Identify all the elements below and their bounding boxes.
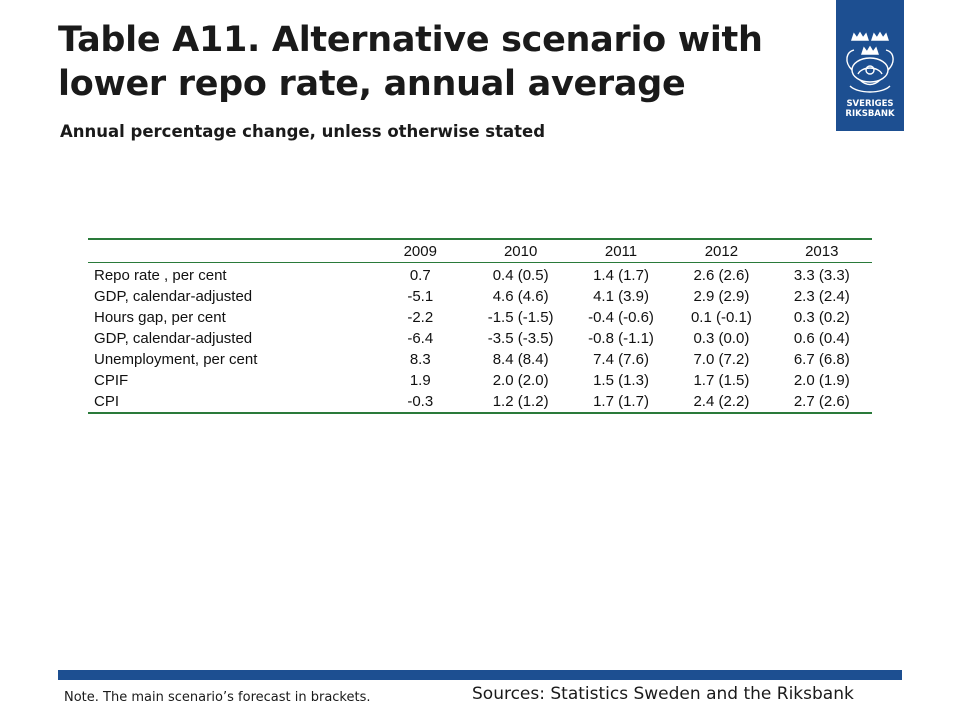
table-cell: 0.6 (0.4) [793,330,850,347]
table-cell: -2.2 [407,309,434,326]
page-title: Table A11. Alternative scenario with low… [58,18,818,106]
table-cell: 2.7 (2.6) [793,393,850,410]
page-subtitle: Annual percentage change, unless otherwi… [60,122,546,141]
table-cell: -0.3 [407,393,434,410]
column-header-2012: 2012 [671,239,772,263]
table-cell: 7.0 (7.2) [693,351,750,368]
row-label: CPIF [94,372,129,389]
row-label: Hours gap, per cent [94,309,226,326]
table-cell: 4.1 (3.9) [593,288,649,305]
row-label: GDP, calendar-adjusted [94,288,253,305]
table-cell: 3.3 (3.3) [793,267,850,284]
table-cell: 7.4 (7.6) [593,351,649,368]
table-cell: 2.0 (2.0) [492,372,549,389]
title-line-1: Table A11. Alternative scenario with [58,20,763,60]
table-row: Repo rate , per cent 0.7 0.4 (0.5) 1.4 (… [88,263,872,287]
crown-emblem-icon [846,31,894,93]
table-cell: 2.6 (2.6) [693,267,750,284]
row-label: Repo rate , per cent [94,267,227,284]
riksbank-logo: SVERIGES RIKSBANK [836,0,904,131]
footer-divider-bar [58,670,902,680]
table-header-row: 2009 2010 2011 2012 2013 [88,239,872,263]
table-cell: 2.3 (2.4) [793,288,850,305]
table-cell: 2.0 (1.9) [793,372,850,389]
table-row: Unemployment, per cent 8.3 8.4 (8.4) 7.4… [88,349,872,370]
table-cell: 0.4 (0.5) [492,267,549,284]
sources-text: Sources: Statistics Sweden and the Riksb… [472,684,854,704]
table-row: GDP, calendar-adjusted -5.1 4.6 (4.6) 4.… [88,286,872,307]
table-cell: 1.7 (1.5) [693,372,750,389]
footnote: Note. The main scenario’s forecast in br… [64,690,371,705]
table-cell: 2.9 (2.9) [693,288,750,305]
table-cell: 0.3 (0.0) [693,330,750,347]
table-cell: 2.4 (2.2) [693,393,750,410]
table-row: CPIF 1.9 2.0 (2.0) 1.5 (1.3) 1.7 (1.5) 2… [88,370,872,391]
table-row: GDP, calendar-adjusted -6.4 -3.5 (-3.5) … [88,328,872,349]
table-cell: 0.3 (0.2) [793,309,850,326]
table-cell: 1.2 (1.2) [492,393,549,410]
table-cell: -6.4 [407,330,434,347]
table-cell: 0.1 (-0.1) [690,309,752,326]
table-row: CPI -0.3 1.2 (1.2) 1.7 (1.7) 2.4 (2.2) 2… [88,391,872,413]
row-label: CPI [94,393,120,410]
logo-text-riksbank: RIKSBANK [845,109,895,119]
scenario-table: 2009 2010 2011 2012 2013 Repo rate , per… [88,238,872,414]
table-cell: -3.5 (-3.5) [487,330,554,347]
table-cell: 8.3 [409,351,431,368]
table-cell: 0.7 [409,267,431,284]
column-header-2011: 2011 [570,239,672,263]
logo-text-sveriges: SVERIGES [846,99,894,109]
title-line-2: lower repo rate, annual average [58,64,686,104]
table-cell: 1.7 (1.7) [593,393,649,410]
table-cell: 4.6 (4.6) [492,288,549,305]
table-cell: -5.1 [407,288,434,305]
table-cell: 1.9 [409,372,431,389]
column-header-label [88,239,371,263]
table-row: Hours gap, per cent -2.2 -1.5 (-1.5) -0.… [88,307,872,328]
table-cell: -0.8 (-1.1) [588,330,654,347]
table-cell: 1.5 (1.3) [593,372,649,389]
row-label: GDP, calendar-adjusted [94,330,253,347]
table-cell: 6.7 (6.8) [793,351,850,368]
column-header-2010: 2010 [470,239,571,263]
table-cell: 8.4 (8.4) [492,351,549,368]
column-header-2009: 2009 [370,239,471,263]
table-cell: -1.5 (-1.5) [487,309,554,326]
table-cell: -0.4 (-0.6) [588,309,654,326]
row-label: Unemployment, per cent [94,351,258,368]
column-header-2013: 2013 [771,239,872,263]
table-cell: 1.4 (1.7) [593,267,649,284]
